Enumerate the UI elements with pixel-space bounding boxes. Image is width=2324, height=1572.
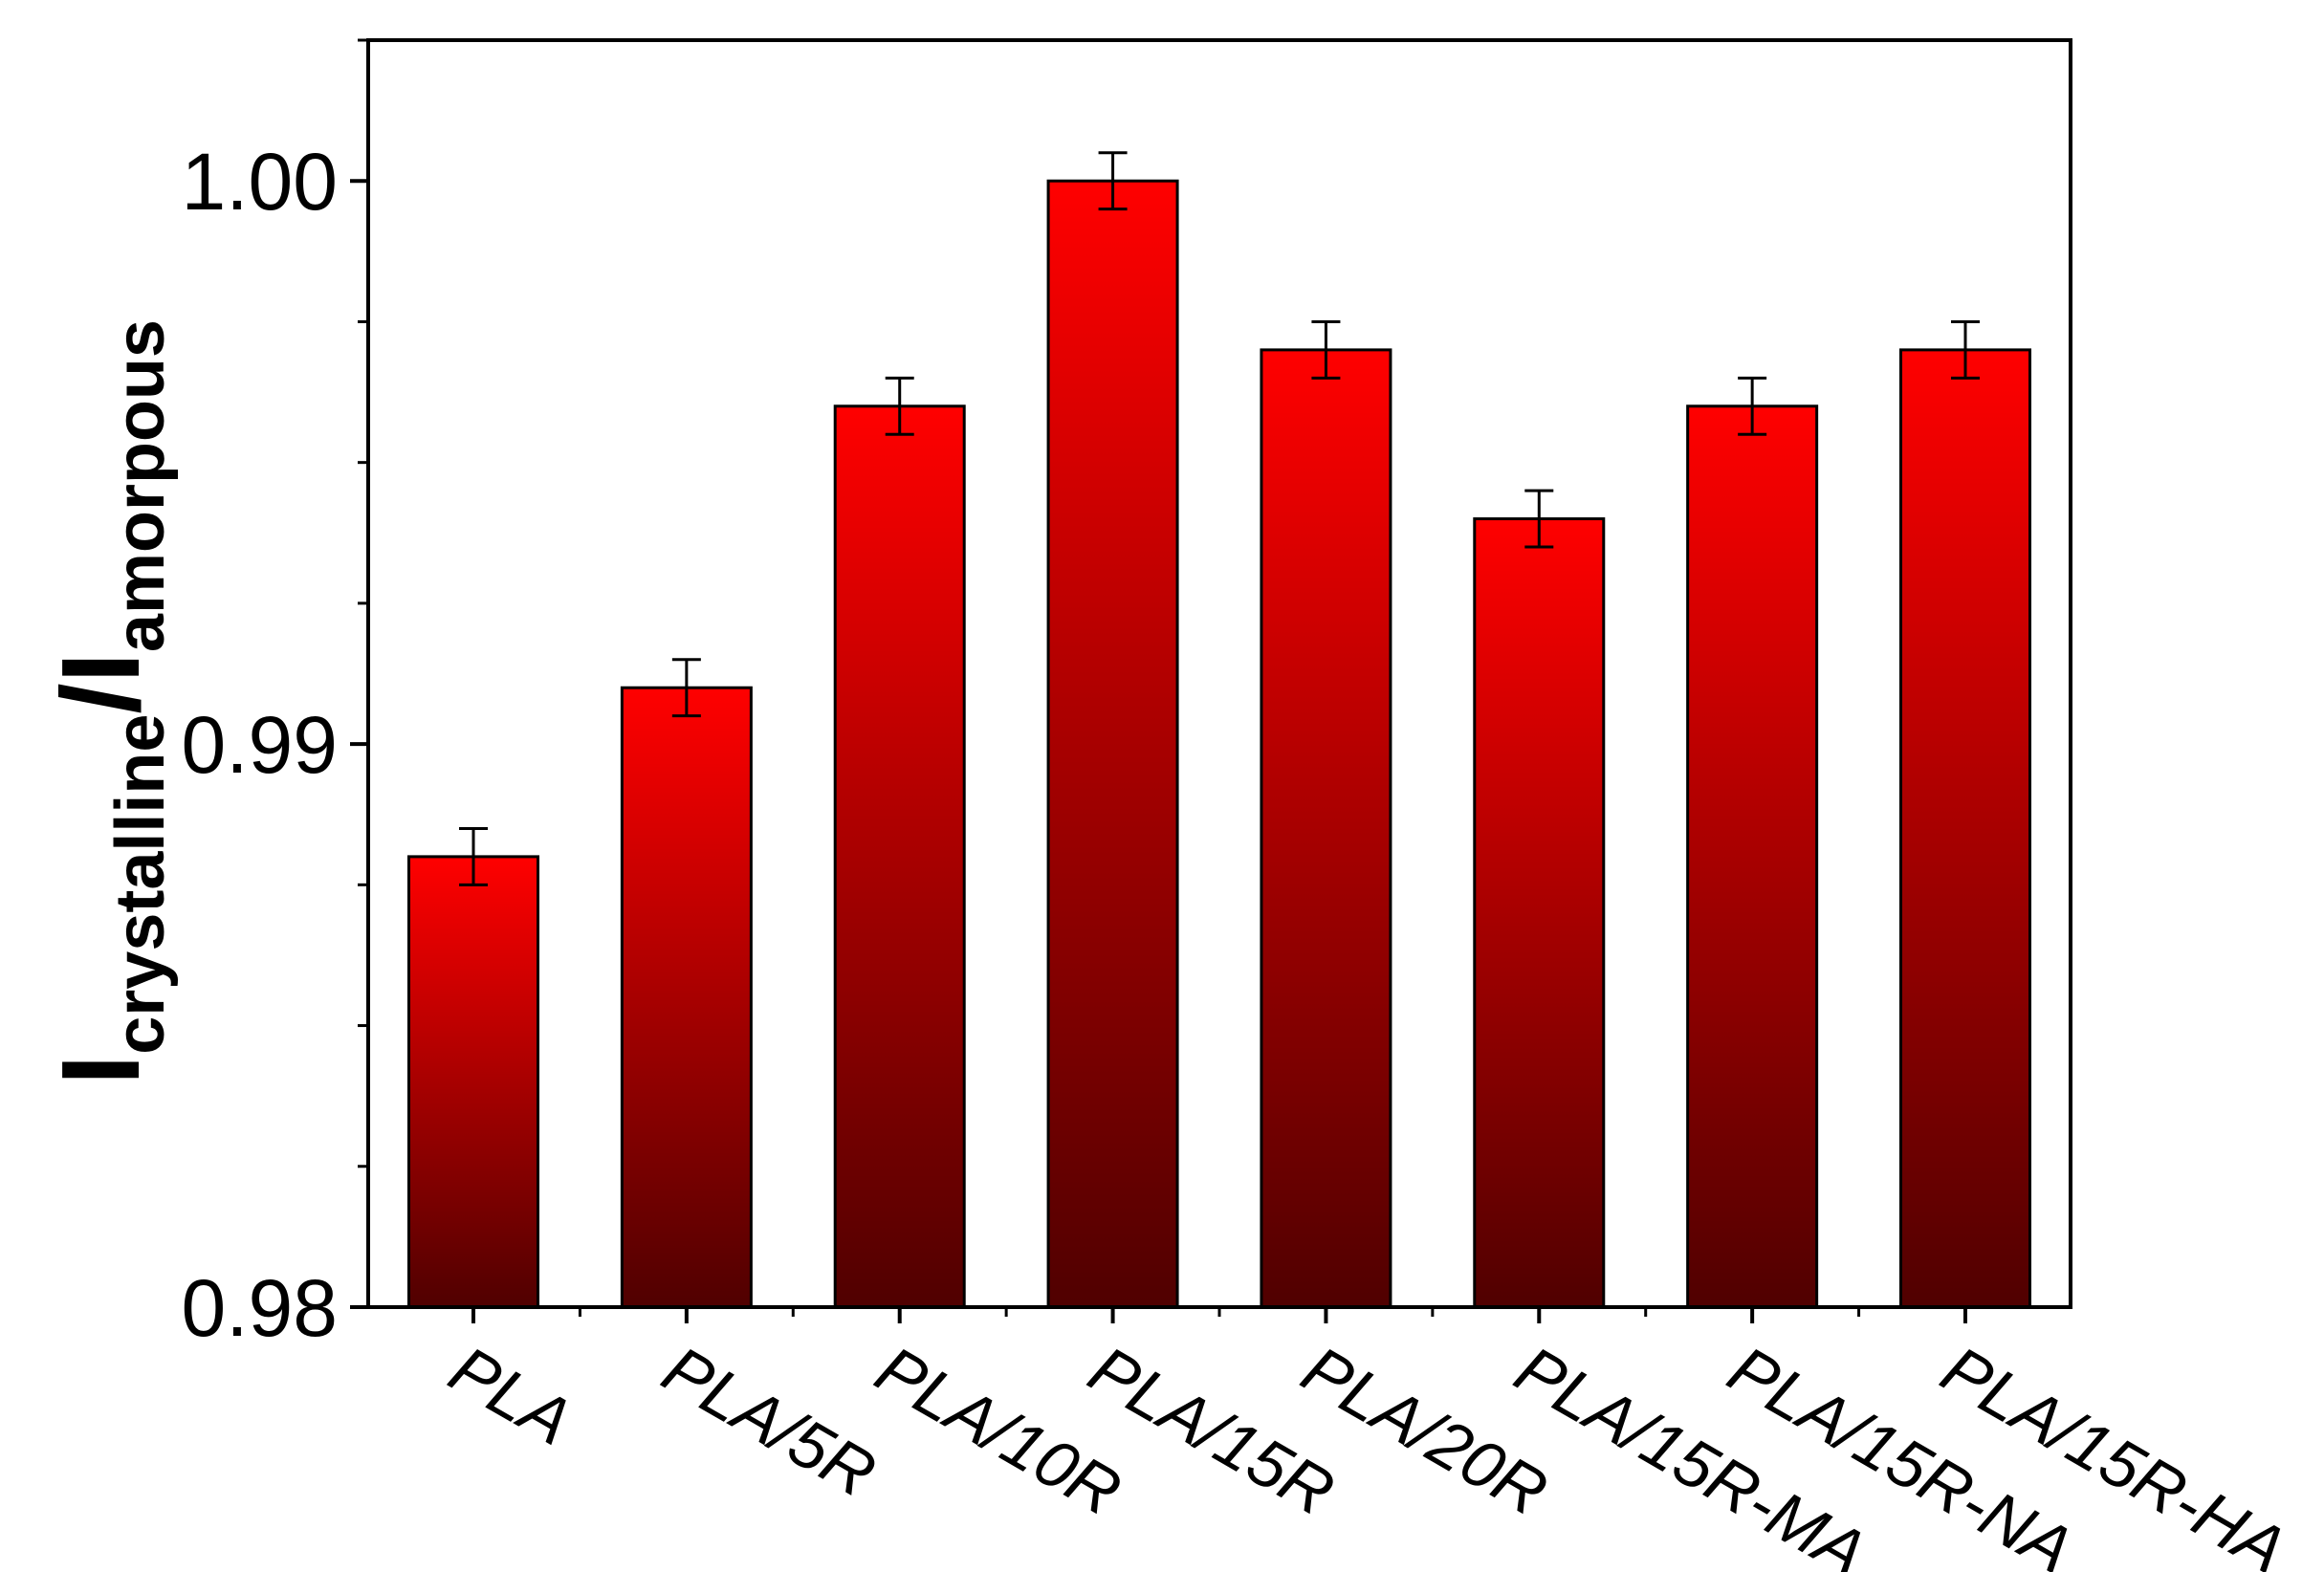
x-tick-labels: PLA PLA/5RPLA/10RPLA/15RPLA/20RPLA/15R-MA… bbox=[438, 1331, 2299, 1572]
y-axis-title-main: I bbox=[38, 1055, 163, 1085]
bar bbox=[1260, 348, 1392, 1309]
y-tick-label: 0.99 bbox=[182, 700, 339, 790]
y-axis-title: Icrystalline/Iamorpous bbox=[38, 319, 179, 1085]
y-tick-label: 0.98 bbox=[182, 1263, 339, 1353]
bar bbox=[407, 855, 539, 1309]
bar bbox=[1899, 348, 2031, 1309]
bar bbox=[1686, 404, 1819, 1309]
y-axis-title-sep: /I bbox=[38, 652, 163, 713]
y-tick-labels: 0.98 0.99 1.00 bbox=[182, 137, 339, 1353]
x-tick-label: PLA/15R bbox=[1077, 1331, 1347, 1530]
y-tick-label: 1.00 bbox=[182, 137, 339, 227]
bars bbox=[407, 179, 2031, 1309]
error-bars bbox=[459, 151, 1980, 886]
y-axis-title-sub2: amorpous bbox=[102, 319, 179, 652]
y-axis-title-sub1: crystalline bbox=[102, 714, 179, 1055]
x-tick-label: PLA bbox=[438, 1331, 585, 1459]
axis-ticks bbox=[350, 38, 1967, 1323]
x-tick-label: PLA/20R bbox=[1290, 1331, 1560, 1530]
bar bbox=[833, 404, 966, 1309]
x-tick-label: PLA/5R bbox=[650, 1331, 888, 1511]
bar bbox=[1046, 179, 1179, 1309]
bar bbox=[1473, 517, 1606, 1309]
bar bbox=[620, 686, 753, 1309]
x-tick-label: PLA/10R bbox=[864, 1331, 1133, 1530]
